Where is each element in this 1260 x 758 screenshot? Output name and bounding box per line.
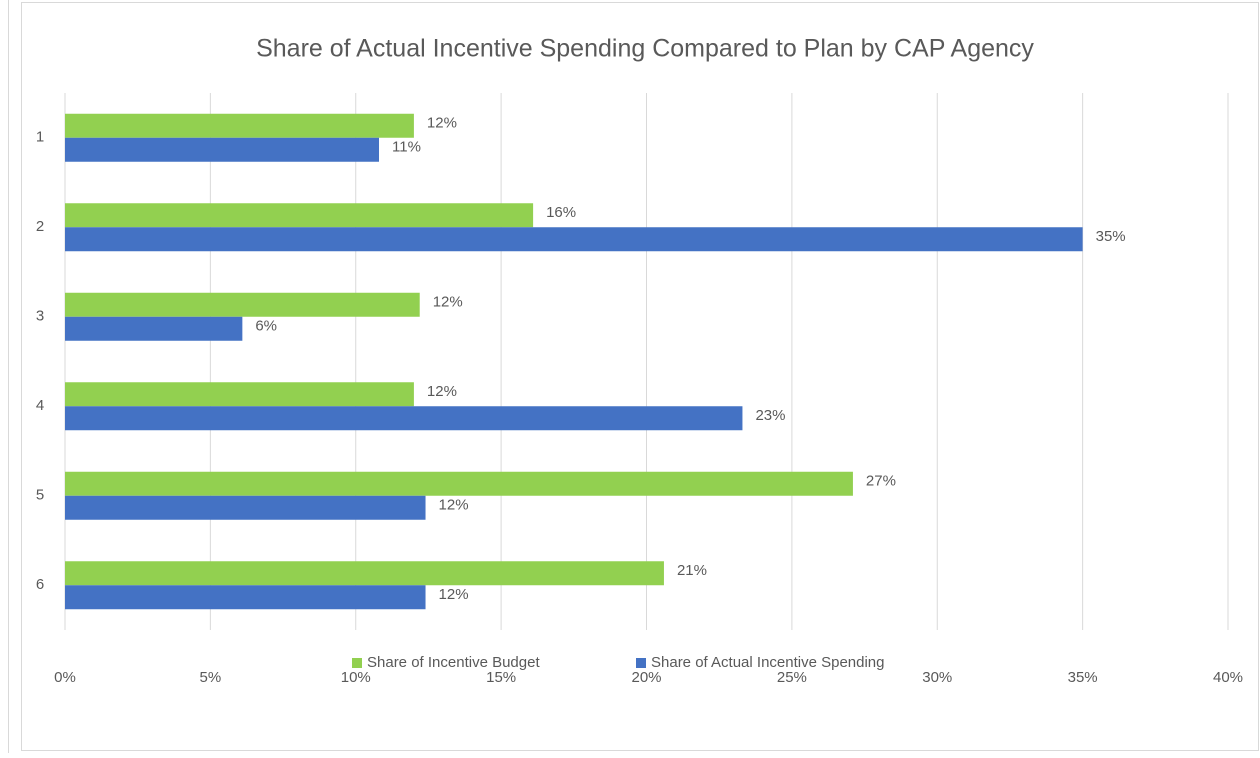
bar bbox=[65, 292, 420, 317]
data-label: 6% bbox=[255, 318, 277, 335]
bar bbox=[65, 382, 414, 407]
bar bbox=[65, 316, 243, 341]
y-tick-label: 6 bbox=[36, 576, 44, 593]
bar bbox=[65, 561, 664, 586]
x-tick-label: 0% bbox=[54, 669, 76, 686]
legend-label: Share of Actual Incentive Spending bbox=[651, 654, 885, 671]
bar bbox=[65, 137, 380, 162]
bar bbox=[65, 471, 853, 496]
bar bbox=[65, 585, 426, 610]
bar bbox=[65, 495, 426, 520]
legend-swatch bbox=[636, 658, 646, 668]
x-tick-label: 25% bbox=[777, 669, 807, 686]
data-label: 21% bbox=[677, 562, 707, 579]
data-label: 27% bbox=[866, 473, 896, 490]
data-label: 23% bbox=[755, 407, 785, 424]
bar bbox=[65, 227, 1083, 252]
data-label: 35% bbox=[1096, 228, 1126, 245]
data-label: 12% bbox=[433, 294, 463, 311]
x-tick-label: 10% bbox=[341, 669, 371, 686]
data-label: 12% bbox=[427, 115, 457, 132]
y-tick-label: 3 bbox=[36, 308, 44, 325]
y-tick-label: 2 bbox=[36, 218, 44, 235]
chart-title: Share of Actual Incentive Spending Compa… bbox=[256, 35, 1034, 63]
chart-border bbox=[21, 2, 1259, 751]
data-label: 12% bbox=[439, 586, 469, 603]
y-tick-label: 4 bbox=[36, 397, 44, 414]
y-tick-label: 5 bbox=[36, 487, 44, 504]
x-tick-label: 20% bbox=[631, 669, 661, 686]
legend-label: Share of Incentive Budget bbox=[367, 654, 540, 671]
bar bbox=[65, 406, 743, 431]
legend-swatch bbox=[352, 658, 362, 668]
x-tick-label: 35% bbox=[1068, 669, 1098, 686]
data-label: 11% bbox=[392, 139, 421, 156]
x-tick-label: 5% bbox=[200, 669, 222, 686]
x-tick-label: 15% bbox=[486, 669, 516, 686]
bar bbox=[65, 203, 534, 228]
x-tick-label: 40% bbox=[1213, 669, 1243, 686]
y-tick-label: 1 bbox=[36, 129, 44, 146]
data-label: 12% bbox=[439, 497, 469, 514]
data-label: 12% bbox=[427, 383, 457, 400]
data-label: 16% bbox=[546, 204, 576, 221]
x-tick-label: 30% bbox=[922, 669, 952, 686]
bar bbox=[65, 113, 414, 138]
